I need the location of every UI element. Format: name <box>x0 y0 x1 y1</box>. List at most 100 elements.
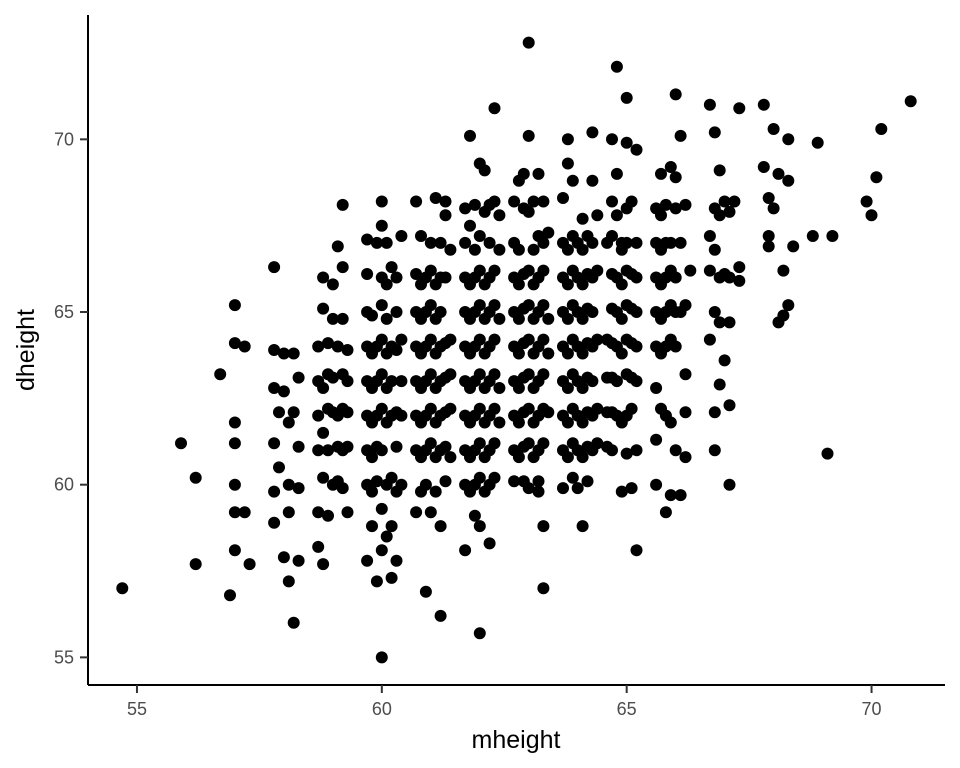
data-point <box>777 309 790 322</box>
data-point <box>459 236 472 249</box>
data-point <box>723 399 736 412</box>
data-point <box>708 243 721 256</box>
data-point <box>537 368 550 381</box>
data-point <box>312 506 325 519</box>
data-point <box>576 382 589 394</box>
data-point <box>713 164 726 177</box>
data-point <box>620 236 633 249</box>
data-point <box>537 437 550 450</box>
data-point <box>620 91 633 104</box>
data-point <box>380 530 393 543</box>
data-point <box>870 171 883 184</box>
data-point <box>375 333 388 346</box>
y-tick-label: 65 <box>54 302 74 322</box>
y-axis-ticks: 55 60 65 70 <box>54 129 88 667</box>
data-point <box>410 268 423 280</box>
data-point <box>277 551 290 564</box>
data-point <box>473 333 486 346</box>
data-point <box>366 309 378 322</box>
data-point <box>189 471 202 484</box>
data-point <box>473 230 486 242</box>
data-point <box>473 437 486 450</box>
data-point <box>537 195 550 208</box>
points-layer <box>116 36 917 664</box>
data-point <box>620 447 633 460</box>
data-point <box>630 444 643 457</box>
data-point <box>493 382 506 394</box>
data-point <box>488 368 501 381</box>
data-point <box>326 278 339 291</box>
data-point <box>375 368 388 381</box>
data-point <box>424 333 437 346</box>
data-point <box>576 243 589 256</box>
data-point <box>331 240 344 253</box>
data-point <box>586 174 599 187</box>
data-point <box>723 205 736 218</box>
data-point <box>459 202 472 215</box>
data-point <box>512 312 525 325</box>
data-point <box>473 264 486 277</box>
data-point <box>561 451 574 464</box>
data-point <box>537 299 550 312</box>
data-point <box>395 409 408 422</box>
data-point <box>782 174 795 187</box>
data-point <box>865 209 878 222</box>
data-point <box>512 416 525 429</box>
data-point <box>434 236 447 249</box>
data-point <box>772 167 785 180</box>
data-point <box>767 123 780 135</box>
data-point <box>557 192 569 204</box>
data-point <box>424 368 437 381</box>
data-point <box>214 368 227 381</box>
data-point <box>375 502 388 515</box>
data-point <box>561 312 574 325</box>
x-tick-label: 70 <box>862 699 882 719</box>
data-point <box>385 520 398 533</box>
data-point <box>625 402 638 415</box>
data-point <box>787 240 800 253</box>
data-point <box>419 585 432 598</box>
data-point <box>317 271 330 284</box>
data-point <box>806 230 819 242</box>
data-point <box>375 219 388 232</box>
data-point <box>708 126 721 139</box>
data-point <box>542 312 555 325</box>
data-point <box>708 406 721 419</box>
data-point <box>625 195 638 208</box>
data-point <box>292 554 305 567</box>
data-point <box>586 126 599 139</box>
data-point <box>650 433 663 446</box>
data-point <box>713 378 726 391</box>
data-point <box>733 274 746 287</box>
data-point <box>875 123 888 135</box>
data-point <box>268 485 281 498</box>
data-point <box>268 344 281 356</box>
data-point <box>287 616 300 629</box>
data-point <box>444 368 457 381</box>
data-point <box>561 243 574 256</box>
data-point <box>464 219 476 232</box>
data-point <box>508 195 521 208</box>
data-point <box>615 347 628 360</box>
data-point <box>703 98 716 111</box>
data-point <box>488 333 501 346</box>
data-point <box>566 174 579 187</box>
data-point <box>664 236 677 249</box>
data-point <box>439 209 452 222</box>
data-point <box>336 261 349 274</box>
data-point <box>336 482 349 495</box>
data-point <box>586 375 599 388</box>
data-point <box>713 209 726 222</box>
data-point <box>522 264 535 277</box>
data-point <box>385 375 398 388</box>
data-point <box>228 478 241 491</box>
data-point <box>762 230 775 242</box>
data-point <box>576 347 589 360</box>
data-point <box>483 236 496 249</box>
data-point <box>561 347 574 360</box>
data-point <box>361 268 374 280</box>
data-point <box>527 195 540 208</box>
data-point <box>439 195 452 208</box>
data-point <box>576 212 589 225</box>
data-point <box>361 554 374 567</box>
